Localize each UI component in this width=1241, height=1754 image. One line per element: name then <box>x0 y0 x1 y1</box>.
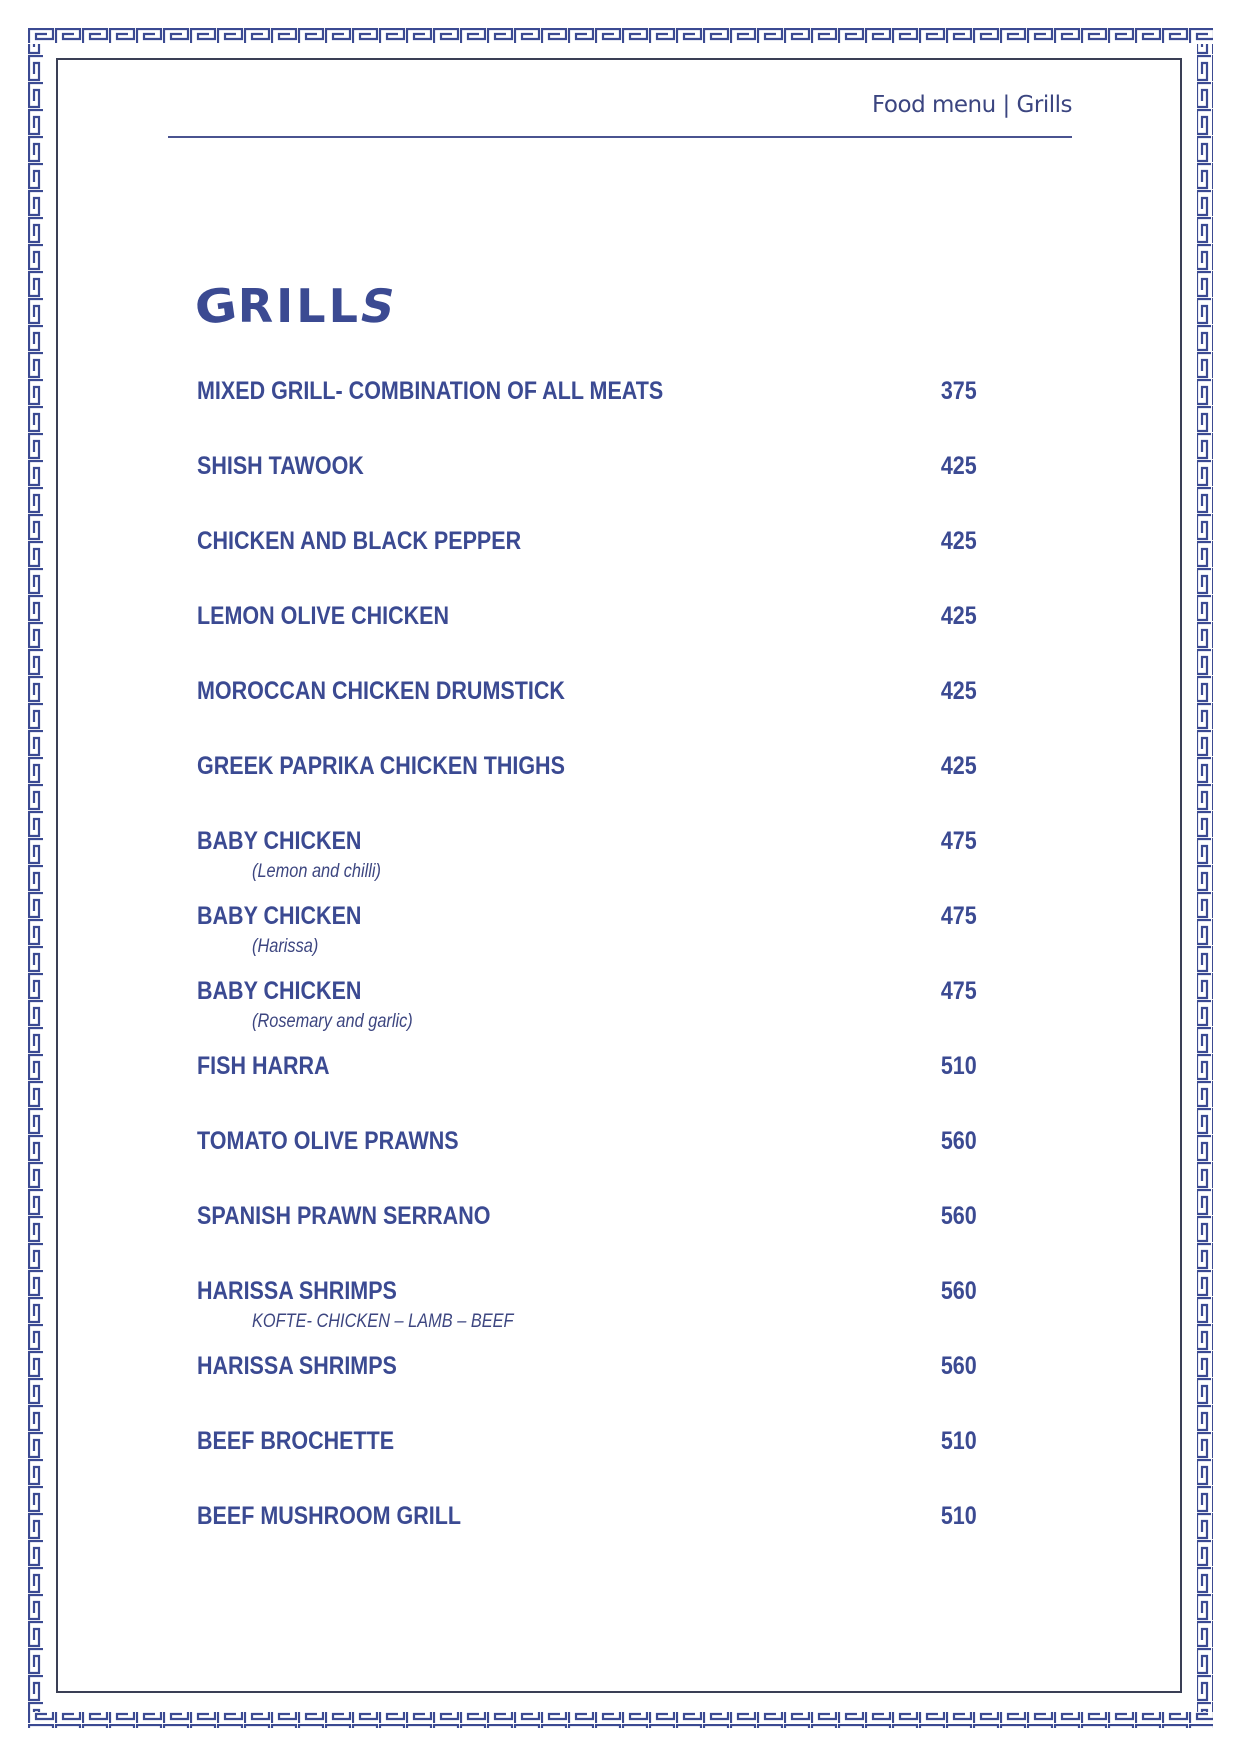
menu-item: MOROCCAN CHICKEN DRUMSTICK 425 <box>197 677 977 707</box>
item-price: 560 <box>941 1127 977 1155</box>
item-name: FISH HARRA <box>197 1052 330 1080</box>
menu-item: FISH HARRA 510 <box>197 1052 977 1082</box>
item-description: KOFTE- CHICKEN – LAMB – BEEF <box>252 1311 514 1332</box>
inner-frame <box>56 58 1182 1693</box>
item-price: 475 <box>941 977 977 1005</box>
item-name: MOROCCAN CHICKEN DRUMSTICK <box>197 677 565 705</box>
item-name: MIXED GRILL- COMBINATION OF ALL MEATS <box>197 377 664 405</box>
menu-item: TOMATO OLIVE PRAWNS 560 <box>197 1127 977 1157</box>
menu-item: MIXED GRILL- COMBINATION OF ALL MEATS 375 <box>197 377 977 407</box>
menu-item: GREEK PAPRIKA CHICKEN THIGHS 425 <box>197 752 977 782</box>
item-name: LEMON OLIVE CHICKEN <box>197 602 450 630</box>
menu-item: SHISH TAWOOK 425 <box>197 452 977 482</box>
menu-item: BABY CHICKEN 475 (Harissa) <box>197 902 977 957</box>
item-description: (Rosemary and garlic) <box>252 1011 413 1032</box>
item-price: 560 <box>941 1277 977 1305</box>
item-price: 510 <box>941 1427 977 1455</box>
menu-item: LEMON OLIVE CHICKEN 425 <box>197 602 977 632</box>
item-name: SHISH TAWOOK <box>197 452 364 480</box>
item-price: 560 <box>941 1352 977 1380</box>
menu-item: CHICKEN AND BLACK PEPPER 425 <box>197 527 977 557</box>
item-name: SPANISH PRAWN SERRANO <box>197 1202 491 1230</box>
item-name: CHICKEN AND BLACK PEPPER <box>197 527 522 555</box>
header-divider <box>168 136 1072 138</box>
item-name: BABY CHICKEN <box>197 902 362 930</box>
item-name: HARISSA SHRIMPS <box>197 1277 397 1305</box>
item-price: 425 <box>941 752 977 780</box>
menu-item: BEEF BROCHETTE 510 <box>197 1427 977 1457</box>
menu-item: SPANISH PRAWN SERRANO 560 <box>197 1202 977 1232</box>
item-name: TOMATO OLIVE PRAWNS <box>197 1127 459 1155</box>
item-name: BABY CHICKEN <box>197 977 362 1005</box>
item-description: (Lemon and chilli) <box>252 861 381 882</box>
item-description: (Harissa) <box>252 936 319 957</box>
section-title: GRILLS <box>191 276 403 336</box>
item-name: BEEF BROCHETTE <box>197 1427 395 1455</box>
item-name: BABY CHICKEN <box>197 827 362 855</box>
menu-item: BABY CHICKEN 475 (Lemon and chilli) <box>197 827 977 882</box>
item-name: BEEF MUSHROOM GRILL <box>197 1502 461 1530</box>
menu-item: HARISSA SHRIMPS 560 <box>197 1352 977 1382</box>
item-price: 475 <box>941 827 977 855</box>
item-price: 425 <box>941 602 977 630</box>
menu-item: BEEF MUSHROOM GRILL 510 <box>197 1502 977 1532</box>
item-price: 375 <box>941 377 977 405</box>
item-name: HARISSA SHRIMPS <box>197 1352 397 1380</box>
item-price: 475 <box>941 902 977 930</box>
item-price: 425 <box>941 677 977 705</box>
item-price: 425 <box>941 527 977 555</box>
menu-item: HARISSA SHRIMPS 560 KOFTE- CHICKEN – LAMB … <box>197 1277 977 1332</box>
item-name: GREEK PAPRIKA CHICKEN THIGHS <box>197 752 565 780</box>
item-price: 425 <box>941 452 977 480</box>
item-price: 510 <box>941 1052 977 1080</box>
menu-item: BABY CHICKEN 475 (Rosemary and garlic) <box>197 977 977 1032</box>
item-price: 560 <box>941 1202 977 1230</box>
page-header-breadcrumb: Food menu | Grills <box>872 92 1072 118</box>
item-price: 510 <box>941 1502 977 1530</box>
